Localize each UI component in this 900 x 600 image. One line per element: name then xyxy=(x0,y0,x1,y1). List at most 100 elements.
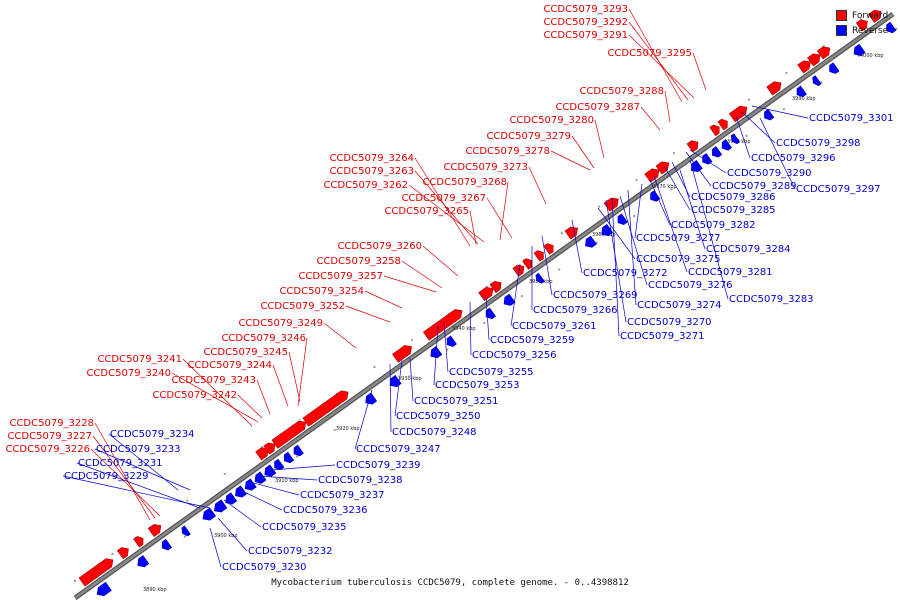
leader-line xyxy=(209,527,222,568)
leader-line xyxy=(594,119,605,159)
forward-gene-label: CCDC5079_3267 xyxy=(401,193,486,204)
reverse-gene-arrow xyxy=(430,345,443,359)
reverse-gene-label: CCDC5079_3271 xyxy=(620,331,705,342)
scale-dash xyxy=(635,178,638,181)
leader-line xyxy=(685,151,712,187)
scale-dash xyxy=(483,321,486,324)
reverse-gene-arrow xyxy=(601,223,614,237)
reverse-gene-arrow xyxy=(181,525,191,537)
reverse-gene-arrow xyxy=(730,133,741,145)
leader-line xyxy=(383,275,437,293)
forward-gene-label: CCDC5079_3263 xyxy=(329,166,414,177)
scale-dash xyxy=(670,188,673,191)
reverse-gene-arrow xyxy=(712,146,723,158)
reverse-gene-arrow xyxy=(535,272,545,284)
leader-line xyxy=(735,115,751,159)
reverse-gene-label: CCDC5079_3236 xyxy=(283,505,368,516)
leader-line xyxy=(288,351,301,403)
leader-line xyxy=(628,34,695,99)
leader-line xyxy=(605,199,627,323)
tick-label: 3900 kbp xyxy=(214,533,238,539)
reverse-gene-label: CCDC5079_3239 xyxy=(336,460,421,471)
leader-line xyxy=(759,117,796,190)
scale-dash xyxy=(373,365,376,368)
leader-line xyxy=(619,195,648,286)
leader-line xyxy=(239,489,283,511)
reverse-gene-label: CCDC5079_3231 xyxy=(78,458,163,469)
scale-dash xyxy=(857,54,860,57)
leader-line xyxy=(94,422,151,521)
forward-gene-arrow xyxy=(478,287,494,302)
leader-line xyxy=(323,322,357,349)
reverse-gene-label: CCDC5079_3289 xyxy=(712,181,797,192)
leader-line xyxy=(389,363,392,433)
forward-gene-label: CCDC5079_3257 xyxy=(298,271,383,282)
reverse-gene-label: CCDC5079_3234 xyxy=(110,429,195,440)
forward-gene-arrow xyxy=(147,524,162,538)
legend-forward-label: Forward xyxy=(852,10,889,21)
leader-line xyxy=(571,135,595,169)
reverse-gene-label: CCDC5079_3248 xyxy=(392,427,477,438)
scale-dash xyxy=(633,215,636,218)
reverse-gene-arrow xyxy=(293,444,304,457)
reverse-gene-label: CCDC5079_3232 xyxy=(248,546,333,557)
reverse-gene-label: CCDC5079_3253 xyxy=(435,380,520,391)
scale-dash xyxy=(296,455,299,458)
reverse-gene-arrow xyxy=(886,21,897,34)
strand-legend: Forward Reverse xyxy=(836,8,900,38)
forward-gene-label: CCDC5079_3226 xyxy=(5,444,90,455)
forward-gene-label: CCDC5079_3268 xyxy=(422,177,507,188)
leader-line xyxy=(649,179,671,226)
scale-dash xyxy=(822,45,825,48)
forward-gene-arrow xyxy=(807,53,821,67)
leader-line xyxy=(108,433,179,491)
forward-gene-arrow xyxy=(522,258,533,270)
reverse-gene-arrow xyxy=(650,190,661,202)
leader-line xyxy=(414,170,479,245)
reverse-gene-label: CCDC5079_3230 xyxy=(222,562,307,573)
tick-label: 3910 kbp xyxy=(275,478,299,484)
scale-dash xyxy=(410,339,413,342)
leader-line xyxy=(571,219,583,274)
scale-dash xyxy=(74,579,77,582)
reverse-gene-arrow xyxy=(764,108,775,121)
leader-line xyxy=(485,295,490,341)
leader-line xyxy=(597,207,636,260)
reverse-gene-label: CCDC5079_3272 xyxy=(583,268,668,279)
gene-arrows xyxy=(78,9,897,596)
reverse-gene-label: CCDC5079_3237 xyxy=(300,490,385,501)
leader-line xyxy=(679,169,706,250)
scale-dash xyxy=(223,472,226,475)
forward-gene-arrow xyxy=(797,60,811,74)
reverse-gene-label: CCDC5079_3235 xyxy=(262,522,347,533)
leader-line xyxy=(627,189,637,306)
leader-line xyxy=(414,157,471,247)
scale-dash xyxy=(258,482,261,485)
scale-dash xyxy=(820,81,823,84)
tick-label: 4000 kbp xyxy=(860,53,884,59)
forward-gene-arrow xyxy=(655,161,670,175)
genome-backbone xyxy=(73,11,895,600)
leader-line xyxy=(354,389,373,450)
leader-line xyxy=(237,394,263,419)
forward-gene-arrow xyxy=(686,140,699,153)
scale-dash xyxy=(558,268,561,271)
scale-dash xyxy=(598,205,601,208)
reverse-gene-label: CCDC5079_3281 xyxy=(688,267,773,278)
scale-dash xyxy=(485,285,488,288)
leader-line xyxy=(76,462,201,509)
leader-line xyxy=(171,372,259,423)
reverse-gene-arrow xyxy=(161,538,173,551)
forward-gene-arrow xyxy=(263,442,276,455)
reverse-gene-arrow xyxy=(853,43,866,56)
leader-line xyxy=(409,357,414,402)
reverse-gene-arrow xyxy=(721,139,732,151)
reverse-gene-label: CCDC5079_3274 xyxy=(637,300,722,311)
scale-dash xyxy=(520,295,523,298)
leader-line xyxy=(751,105,809,119)
leader-line xyxy=(528,166,547,205)
reverse-gene-arrow xyxy=(617,213,628,225)
forward-gene-arrow xyxy=(717,118,728,131)
reverse-gene-arrow xyxy=(202,507,216,521)
scale-dash xyxy=(408,375,411,378)
